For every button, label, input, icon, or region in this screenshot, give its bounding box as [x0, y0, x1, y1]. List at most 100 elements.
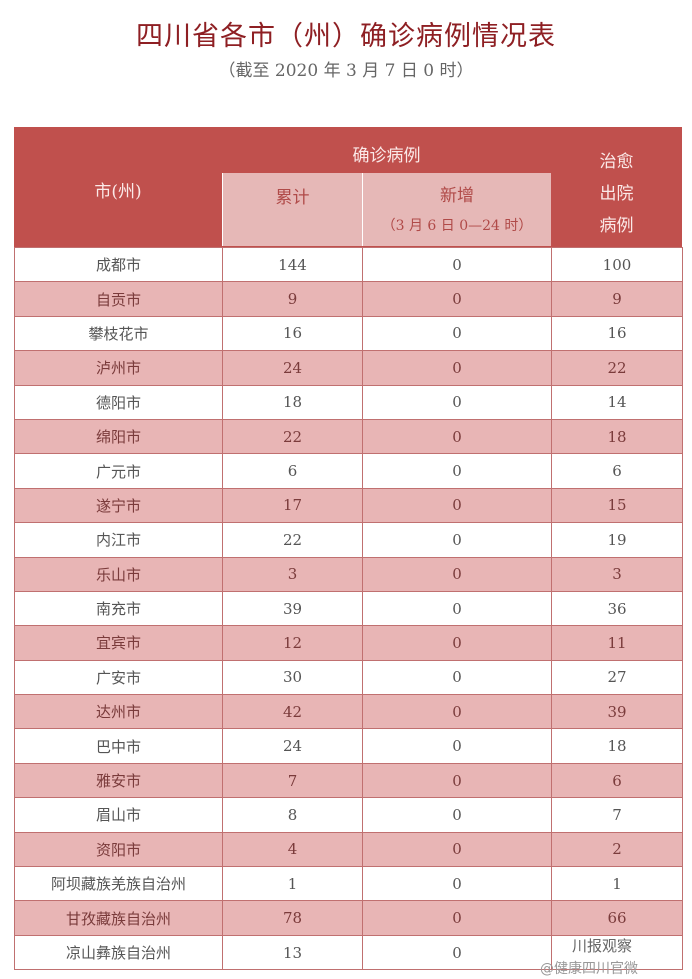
cell-city: 绵阳市 [14, 418, 223, 455]
table-row: 泸州市 24 0 22 [14, 350, 683, 386]
table-row: 广安市 30 0 27 [14, 659, 683, 696]
table-row: 自贡市 9 0 9 [14, 281, 683, 317]
cell-new: 0 [362, 900, 552, 936]
table-row: 内江市 22 0 19 [14, 522, 683, 558]
cell-recovered: 18 [551, 418, 683, 455]
cell-recovered: 9 [551, 281, 683, 317]
cell-new: 0 [362, 694, 552, 730]
cell-city: 乐山市 [14, 556, 223, 592]
cell-recovered: 16 [551, 315, 683, 352]
cell-new: 0 [362, 315, 552, 352]
table-row: 乐山市 3 0 3 [14, 556, 683, 592]
cell-new: 0 [362, 281, 552, 317]
cell-city: 达州市 [14, 694, 223, 730]
cell-city: 遂宁市 [14, 487, 223, 524]
cell-city: 广安市 [14, 659, 223, 696]
cell-cumulative: 12 [222, 625, 363, 661]
watermark-weibo: @健康四川官微 [540, 961, 638, 977]
cell-cumulative: 24 [222, 350, 363, 386]
cell-recovered: 39 [551, 694, 683, 730]
cell-cumulative: 30 [222, 659, 363, 696]
cell-new: 0 [362, 728, 552, 764]
cases-table: 成都市 144 0 100 自贡市 9 0 9 攀枝花市 16 0 16 泸州市 24 0 22 德阳市 18 0 1… [14, 246, 683, 971]
cell-cumulative: 8 [222, 797, 363, 833]
cell-new: 0 [362, 350, 552, 386]
cell-city: 内江市 [14, 522, 223, 558]
table-header: 市(州) 确诊病例 累计 新增 （3 月 6 日 0—24 时） 治愈 出院 病… [14, 127, 682, 247]
header-new: 新增 [440, 186, 474, 206]
cell-new: 0 [362, 384, 552, 420]
cell-cumulative: 7 [222, 762, 363, 799]
cell-city: 成都市 [14, 246, 223, 283]
cell-city: 甘孜藏族自治州 [14, 900, 223, 936]
cell-cumulative: 78 [222, 900, 363, 936]
cell-recovered: 7 [551, 797, 683, 833]
header-new-cell: 新增 （3 月 6 日 0—24 时） [362, 173, 551, 246]
cell-recovered: 18 [551, 728, 683, 764]
cell-recovered: 27 [551, 659, 683, 696]
cell-cumulative: 1 [222, 866, 363, 902]
cell-new: 0 [362, 797, 552, 833]
cell-city: 广元市 [14, 453, 223, 489]
cell-cumulative: 16 [222, 315, 363, 352]
cell-recovered: 6 [551, 453, 683, 489]
cell-new: 0 [362, 453, 552, 489]
cell-cumulative: 3 [222, 556, 363, 592]
watermark-wechat: 川报观察 [572, 937, 633, 955]
cell-city: 眉山市 [14, 797, 223, 833]
cell-new: 0 [362, 625, 552, 661]
cell-recovered: 100 [551, 246, 683, 283]
cell-recovered: 66 [551, 900, 683, 936]
page-subtitle: （截至 2020 年 3 月 7 日 0 时） [218, 61, 474, 81]
cell-recovered: 2 [551, 831, 683, 868]
cell-new: 0 [362, 866, 552, 902]
header-cumulative: 累计 [275, 188, 310, 208]
cell-city: 巴中市 [14, 728, 223, 764]
cell-new: 0 [362, 762, 552, 799]
page-title: 四川省各市（州）确诊病例情况表 [136, 21, 556, 52]
cell-cumulative: 42 [222, 694, 363, 730]
header-recovered-1: 治愈 [599, 152, 634, 172]
cell-recovered: 6 [551, 762, 683, 799]
table-row: 巴中市 24 0 18 [14, 728, 683, 764]
cell-cumulative: 6 [222, 453, 363, 489]
cell-city: 德阳市 [14, 384, 223, 420]
header-confirmed: 确诊病例 [352, 146, 421, 166]
cell-new: 0 [362, 418, 552, 455]
cell-city: 资阳市 [14, 831, 223, 868]
table-row: 广元市 6 0 6 [14, 453, 683, 489]
cell-city: 南充市 [14, 590, 223, 627]
cell-city: 宜宾市 [14, 625, 223, 661]
table-row: 攀枝花市 16 0 16 [14, 315, 683, 352]
cell-city: 阿坝藏族羌族自治州 [14, 866, 223, 902]
table-row: 阿坝藏族羌族自治州 1 0 1 [14, 866, 683, 902]
cell-new: 0 [362, 246, 552, 283]
cell-city: 自贡市 [14, 281, 223, 317]
table-row: 凉山彝族自治州 13 0 [14, 934, 683, 971]
cell-new: 0 [362, 590, 552, 627]
table-row: 达州市 42 0 39 [14, 694, 683, 730]
cell-city: 泸州市 [14, 350, 223, 386]
table-row: 德阳市 18 0 14 [14, 384, 683, 420]
table-row: 雅安市 7 0 6 [14, 762, 683, 799]
cell-new: 0 [362, 659, 552, 696]
header-recovered-3: 病例 [599, 216, 634, 236]
table-row: 眉山市 8 0 7 [14, 797, 683, 833]
cell-cumulative: 9 [222, 281, 363, 317]
header-new-period: （3 月 6 日 0—24 时） [381, 218, 533, 234]
cell-recovered: 1 [551, 866, 683, 902]
header-cumulative-cell: 累计 [222, 173, 362, 246]
cell-cumulative: 17 [222, 487, 363, 524]
cell-recovered: 19 [551, 522, 683, 558]
cell-cumulative: 144 [222, 246, 363, 283]
cell-city: 凉山彝族自治州 [14, 934, 223, 971]
table-row: 绵阳市 22 0 18 [14, 418, 683, 455]
cell-cumulative: 4 [222, 831, 363, 868]
table-row: 遂宁市 17 0 15 [14, 487, 683, 524]
table-row: 甘孜藏族自治州 78 0 66 [14, 900, 683, 936]
cell-recovered: 15 [551, 487, 683, 524]
cell-recovered [551, 934, 683, 971]
cell-recovered: 14 [551, 384, 683, 420]
cell-new: 0 [362, 934, 552, 971]
cell-recovered: 3 [551, 556, 683, 592]
